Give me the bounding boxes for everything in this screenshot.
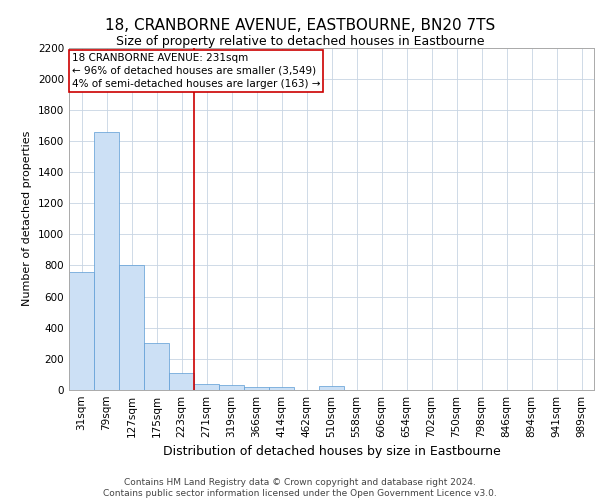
Y-axis label: Number of detached properties: Number of detached properties [22,131,32,306]
Bar [319,386,344,390]
Bar [194,384,219,390]
Text: 18 CRANBORNE AVENUE: 231sqm
← 96% of detached houses are smaller (3,549)
4% of s: 18 CRANBORNE AVENUE: 231sqm ← 96% of det… [71,52,320,89]
Bar [169,373,194,390]
Bar [119,266,144,390]
Text: 18, CRANBORNE AVENUE, EASTBOURNE, BN20 7TS: 18, CRANBORNE AVENUE, EASTBOURNE, BN20 7… [105,18,495,32]
Text: Size of property relative to detached houses in Eastbourne: Size of property relative to detached ho… [116,35,484,48]
Bar [144,344,169,390]
Text: Contains HM Land Registry data © Crown copyright and database right 2024.
Contai: Contains HM Land Registry data © Crown c… [103,478,497,498]
Bar [94,132,119,390]
Bar [244,387,269,390]
Bar [69,272,94,390]
Bar [269,387,294,390]
Bar [219,386,244,390]
X-axis label: Distribution of detached houses by size in Eastbourne: Distribution of detached houses by size … [163,446,500,458]
